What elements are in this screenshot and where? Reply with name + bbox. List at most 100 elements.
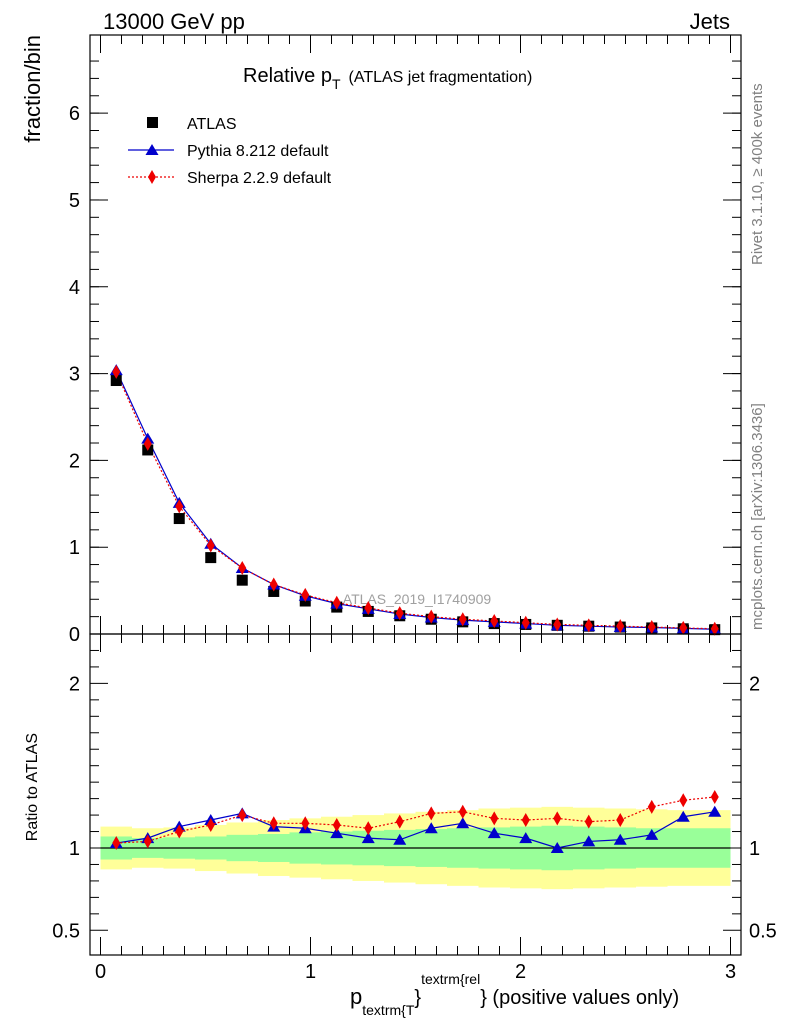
series-line-2: [115, 371, 715, 630]
data-point-2: [364, 600, 373, 615]
ratio-point-0: [424, 822, 438, 834]
ratio-point-1: [710, 789, 719, 804]
ratio-point-0: [708, 805, 722, 817]
legend-atlas-label: ATLAS: [187, 116, 237, 133]
x-tick-label: 0: [95, 961, 106, 983]
ratio-point-0: [550, 842, 564, 853]
y-tick-label: 6: [69, 103, 80, 125]
ratio-point-1: [301, 816, 310, 831]
ratio-point-1: [584, 814, 593, 829]
legend-pythia-label: Pythia 8.212 default: [187, 143, 329, 160]
mcplots-reference-label: mcplots.cern.ch [arXiv:1306.3436]: [749, 403, 766, 630]
header-energy-label: 13000 GeV pp: [103, 9, 245, 34]
data-point-2: [710, 621, 719, 636]
data-point-2: [679, 620, 688, 635]
ratio-y-axis-title: Ratio to ATLAS: [24, 733, 41, 841]
data-point-2: [427, 609, 436, 624]
data-point-0: [205, 552, 217, 564]
data-point-2: [143, 436, 152, 451]
ratio-point-0: [613, 833, 627, 845]
ratio-point-1: [143, 834, 152, 849]
ratio-point-1: [238, 808, 247, 823]
ratio-point-1: [490, 811, 499, 826]
data-point-0: [173, 513, 185, 525]
ratio-tick-label-left: 1: [69, 838, 80, 860]
ratio-point-0: [676, 810, 690, 822]
ratio-point-1: [427, 806, 436, 821]
data-point-0: [110, 375, 122, 387]
axis-ticks: [90, 35, 741, 955]
axis-tick-labels: 0 1 2 3 0 1 2 3 4 5 6 0.5 0.5 1 1 2 2: [52, 103, 777, 983]
data-point-2: [175, 499, 184, 514]
y-tick-label: 3: [69, 364, 80, 386]
y-tick-label: 5: [69, 190, 80, 212]
ratio-point-0: [519, 832, 533, 844]
ratio-point-1: [332, 817, 341, 832]
ratio-point-1: [521, 813, 530, 828]
legend-pythia-marker: [145, 144, 159, 155]
ratio-tick-label-right: 2: [749, 673, 760, 695]
x-tick-label: 3: [725, 961, 736, 983]
data-point-2: [238, 561, 247, 576]
ratio-point-0: [487, 827, 501, 839]
ratio-point-0: [456, 817, 470, 829]
rivet-version-label: Rivet 3.1.10, ≥ 400k events: [749, 83, 766, 265]
ratio-plot-frame: [89, 633, 742, 956]
legend: ATLAS Pythia 8.212 default Sherpa 2.2.9 …: [128, 116, 332, 187]
ratio-point-1: [679, 793, 688, 808]
legend-atlas-marker: [147, 117, 158, 128]
ratio-point-0: [330, 827, 344, 839]
ratio-point-0: [393, 833, 407, 845]
data-point-2: [647, 620, 656, 635]
ratio-tick-label-left: 2: [69, 673, 80, 695]
data-point-2: [395, 606, 404, 621]
data-point-2: [553, 617, 562, 632]
plot-title: Relative pT (ATLAS jet fragmentation): [243, 65, 532, 92]
data-point-2: [521, 615, 530, 630]
ratio-uncertainty-bands: [100, 806, 731, 890]
data-point-2: [112, 364, 121, 379]
main-y-axis-title: fraction/bin: [20, 35, 45, 143]
data-point-2: [616, 619, 625, 634]
data-point-0: [236, 574, 248, 586]
ratio-point-1: [112, 836, 121, 851]
ratio-tick-label-right: 0.5: [749, 920, 777, 942]
ratio-point-1: [616, 813, 625, 828]
data-point-2: [301, 587, 310, 602]
x-tick-label: 2: [515, 961, 526, 983]
ratio-tick-label-right: 1: [749, 838, 760, 860]
ratio-point-1: [175, 824, 184, 839]
y-tick-label: 4: [69, 277, 80, 299]
data-point-2: [584, 618, 593, 633]
analysis-watermark: ATLAS_2019_I1740909: [343, 591, 492, 607]
data-point-2: [332, 595, 341, 610]
ratio-tick-label-left: 0.5: [52, 920, 80, 942]
ratio-series-layer: [109, 789, 722, 853]
data-point-2: [269, 577, 278, 592]
ratio-line-0: [116, 811, 715, 849]
legend-sherpa-label: Sherpa 2.2.9 default: [187, 170, 332, 187]
y-tick-label: 2: [69, 450, 80, 472]
ratio-point-1: [269, 816, 278, 831]
ratio-point-1: [364, 821, 373, 836]
ratio-point-1: [206, 817, 215, 832]
data-point-2: [206, 538, 215, 553]
data-point-2: [490, 613, 499, 628]
header-process-label: Jets: [690, 9, 730, 34]
ratio-point-1: [647, 799, 656, 814]
x-tick-label: 1: [305, 961, 316, 983]
y-tick-label: 1: [69, 537, 80, 559]
ratio-point-0: [582, 835, 596, 847]
ratio-point-1: [553, 811, 562, 826]
ratio-point-1: [395, 814, 404, 829]
main-series-layer: [109, 364, 722, 636]
ratio-point-0: [645, 828, 659, 840]
ratio-line-1: [116, 796, 715, 844]
ratio-point-1: [458, 804, 467, 819]
legend-sherpa-marker: [148, 170, 156, 184]
data-point-2: [458, 612, 467, 627]
ratio-point-0: [361, 832, 375, 844]
x-axis-title: ptextrm{T}textrm{rel} (positive values o…: [350, 971, 679, 1018]
y-tick-label: 0: [69, 624, 80, 646]
